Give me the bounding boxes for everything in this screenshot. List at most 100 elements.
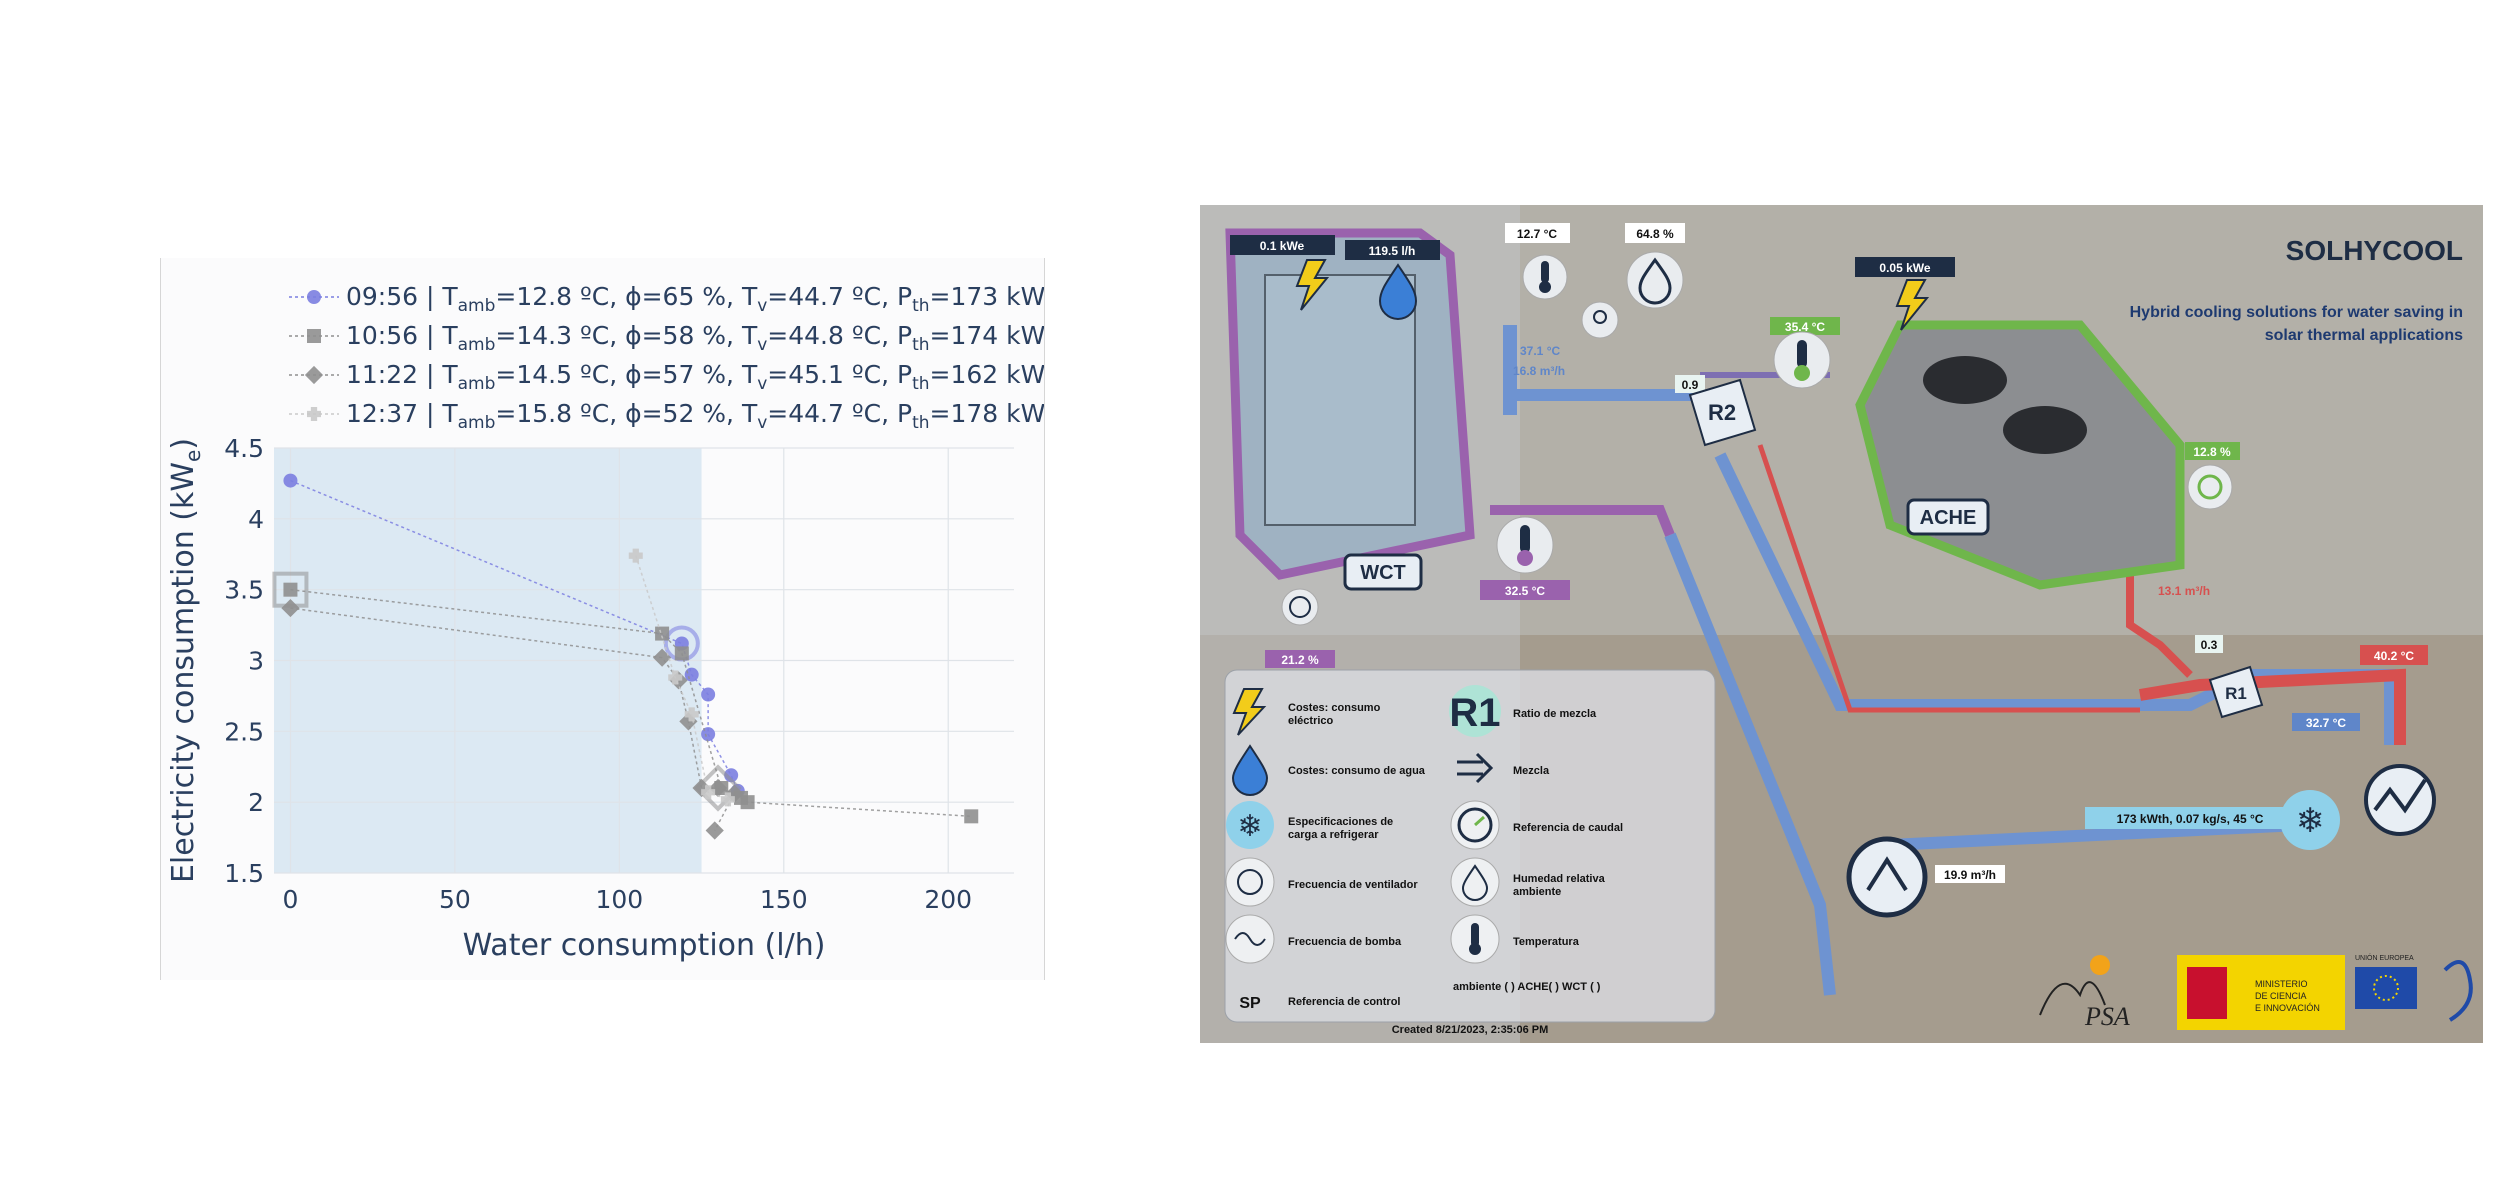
tag-amb-temp: 12.7 °C: [1505, 223, 1570, 243]
tag-wct-fan: 21.2 %: [1265, 650, 1335, 668]
setpoint-icon: SP: [1239, 995, 1261, 1012]
scada-canvas: SOLHYCOOL Hybrid cooling solutions for w…: [1200, 205, 2483, 1043]
fan-icon: [1282, 589, 1318, 625]
svg-text:0.05 kWe: 0.05 kWe: [1879, 261, 1930, 275]
data-point: [283, 583, 297, 597]
svg-text:21.2 %: 21.2 %: [1281, 653, 1319, 667]
svg-text:0.9: 0.9: [1682, 378, 1699, 392]
svg-text:19.9 m³/h: 19.9 m³/h: [1944, 868, 1996, 882]
data-point: [964, 809, 978, 823]
scada-subtitle-1: Hybrid cooling solutions for water savin…: [2130, 304, 2463, 321]
x-tick-label: 150: [760, 885, 808, 914]
pump-icon: [1849, 839, 1925, 915]
legend-item: 10:56 | Tamb=14.3 ºC, ϕ=58 %, Tv=44.8 ºC…: [289, 321, 1044, 355]
scada-legend-label: Frecuencia de bomba: [1288, 936, 1402, 948]
svg-text:40.2 °C: 40.2 °C: [2374, 649, 2414, 663]
legend-item: 11:22 | Tamb=14.5 ºC, ϕ=57 %, Tv=45.1 ºC…: [289, 360, 1044, 394]
snowflake-icon: ❄: [1226, 801, 1274, 849]
scada-legend-label: Frecuencia de ventilador: [1288, 879, 1418, 891]
x-tick-label: 100: [595, 885, 643, 914]
tag-mix-temp: 37.1 °C: [1520, 344, 1560, 358]
y-tick-label: 1.5: [224, 859, 264, 888]
legend-text: 11:22 | Tamb=14.5 ºC, ϕ=57 %, Tv=45.1 ºC…: [346, 360, 1044, 394]
svg-text:32.5 °C: 32.5 °C: [1505, 584, 1545, 598]
scada-legend-label: Referencia de control: [1288, 996, 1400, 1008]
y-tick-label: 4.5: [224, 434, 264, 463]
tag-ache-power: 0.05 kWe: [1855, 257, 1955, 277]
legend-item: 09:56 | Tamb=12.8 ºC, ϕ=65 %, Tv=44.7 ºC…: [289, 282, 1044, 316]
snowflake-icon: ❄: [2280, 790, 2340, 850]
svg-text:0.3: 0.3: [2201, 638, 2218, 652]
tag-r1: 0.3: [2195, 635, 2223, 653]
y-tick-label: 3: [248, 647, 264, 676]
ache-fan-1: [1923, 356, 2007, 404]
svg-text:SP: SP: [1239, 995, 1261, 1012]
svg-text:64.8 %: 64.8 %: [1636, 227, 1674, 241]
legend-marker: [307, 407, 321, 421]
y-axis-title: Electricity consumption (kWe): [166, 438, 205, 883]
data-point: [701, 727, 715, 741]
legend-text: 12:37 | Tamb=15.8 ºC, ϕ=52 %, Tv=44.7 ºC…: [346, 399, 1044, 433]
tag-wct-water: 119.5 l/h: [1345, 240, 1440, 260]
data-point: [283, 474, 297, 488]
y-tick-label: 2: [248, 788, 264, 817]
legend-text: 10:56 | Tamb=14.3 ºC, ϕ=58 %, Tv=44.8 ºC…: [346, 321, 1044, 355]
location-pin-icon: [1582, 302, 1618, 338]
svg-text:12.8 %: 12.8 %: [2193, 445, 2231, 459]
tag-pump-flow: 19.9 m³/h: [1935, 865, 2005, 883]
data-point: [675, 646, 689, 660]
data-point: [741, 795, 755, 809]
data-point: [706, 821, 724, 839]
scada-subtitle-2: solar thermal applications: [2265, 327, 2463, 344]
svg-text:12.7 °C: 12.7 °C: [1517, 227, 1557, 241]
heat-exchanger-icon: [2366, 766, 2434, 834]
thermometer-icon: [1497, 517, 1553, 573]
y-tick-label: 4: [248, 505, 264, 534]
tag-mix-flow: 16.8 m³/h: [1513, 364, 1565, 378]
svg-text:E INNOVACIÓN: E INNOVACIÓN: [2255, 1003, 2320, 1013]
tag-ache-fan: 12.8 %: [2185, 442, 2240, 460]
fan-icon: [2188, 465, 2232, 509]
scada-legend-label: Referencia de caudal: [1513, 822, 1623, 834]
scada-legend-label: ambiente ( ) ACHE( ) WCT ( ): [1453, 981, 1601, 993]
scada-legend-label: Temperatura: [1513, 936, 1580, 948]
svg-text:DE CIENCIA: DE CIENCIA: [2255, 991, 2307, 1001]
thermometer-icon: [1451, 915, 1499, 963]
svg-text:R1: R1: [1449, 691, 1500, 735]
tag-r2: 0.9: [1675, 375, 1705, 393]
scada-legend-label: Ratio de mezcla: [1513, 708, 1597, 720]
legend-item: 12:37 | Tamb=15.8 ºC, ϕ=52 %, Tv=44.7 ºC…: [289, 399, 1044, 433]
humidity-icon: [1627, 252, 1683, 308]
mixing-ratio-icon: R1: [1449, 685, 1501, 737]
eu-flag-logo: UNIÓN EUROPEA: [2355, 953, 2417, 1009]
svg-text:R2: R2: [1708, 400, 1736, 425]
tag-wct-power: 0.1 kWe: [1230, 235, 1335, 255]
x-tick-label: 0: [282, 885, 298, 914]
chart-legend: 09:56 | Tamb=12.8 ºC, ϕ=65 %, Tv=44.7 ºC…: [289, 282, 1044, 433]
legend-text: 09:56 | Tamb=12.8 ºC, ϕ=65 %, Tv=44.7 ºC…: [346, 282, 1044, 316]
svg-text:173 kWth, 0.07 kg/s, 45 °C: 173 kWth, 0.07 kg/s, 45 °C: [2117, 812, 2264, 826]
svg-text:UNIÓN EUROPEA: UNIÓN EUROPEA: [2355, 953, 2414, 962]
tag-amb-hum: 64.8 %: [1625, 223, 1685, 243]
tag-wct-out: 32.5 °C: [1480, 580, 1570, 600]
y-tick-label: 3.5: [224, 576, 264, 605]
humidity-icon: [1451, 858, 1499, 906]
thermometer-icon: [1774, 332, 1830, 388]
plot-area: 0 50 100 150 200 1.5 2 2.5 3 3.5 4 4.5 Water consump…: [166, 434, 1014, 963]
flow-gauge-icon: [1451, 801, 1499, 849]
svg-text:0.1 kWe: 0.1 kWe: [1260, 239, 1305, 253]
legend-marker: [307, 290, 321, 304]
tag-ache-flow: 13.1 m³/h: [2158, 584, 2210, 598]
svg-text:PSA: PSA: [2084, 1002, 2130, 1031]
scada-title: SOLHYCOOL: [2286, 235, 2463, 266]
ministerio-logo: MINISTERIO DE CIENCIA E INNOVACIÓN: [2177, 955, 2345, 1030]
scatter-chart: 0 50 100 150 2001.522.533.544.5Water consump…: [161, 258, 1044, 980]
legend-marker: [305, 366, 323, 384]
scada-legend-label: Especificaciones de carga a refrigerar: [1288, 816, 1393, 841]
tag-cold: 32.7 °C: [2292, 713, 2360, 731]
data-point: [701, 688, 715, 702]
x-axis-title: Water consumption (l/h): [463, 928, 826, 963]
scada-legend-label: Costes: consumo de agua: [1288, 765, 1426, 777]
x-tick-label: 50: [439, 885, 471, 914]
ache-label: ACHE: [1920, 507, 1977, 529]
